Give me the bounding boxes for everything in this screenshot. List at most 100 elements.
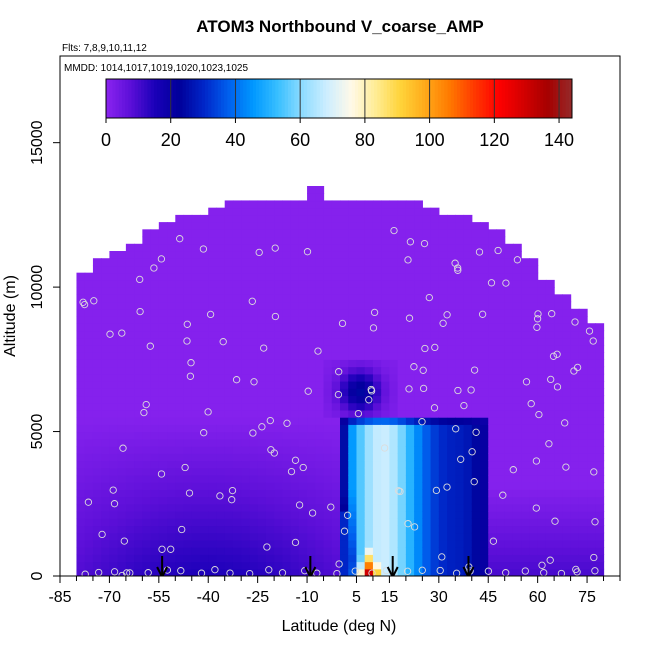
heatmap-cell <box>125 482 135 490</box>
heatmap-cell <box>76 373 86 382</box>
heatmap-cell <box>455 272 465 281</box>
colorbar-swatch <box>204 79 209 118</box>
heatmap-cell <box>274 214 283 223</box>
heatmap-cell <box>430 251 440 259</box>
heatmap-cell <box>372 366 382 375</box>
colorbar-tick-label: 40 <box>225 130 245 150</box>
sample-point <box>178 525 186 534</box>
heatmap-cell <box>158 251 168 259</box>
heatmap-cell <box>430 402 440 411</box>
heatmap-cell <box>562 330 572 339</box>
heatmap-cell <box>200 395 209 404</box>
heatmap-cell <box>290 417 300 425</box>
sample-point <box>509 466 517 474</box>
heatmap-cell <box>216 518 226 527</box>
heatmap-cell <box>496 417 506 425</box>
heatmap-cell <box>224 207 234 216</box>
heatmap-cell <box>298 316 308 324</box>
heatmap-cell <box>183 294 193 303</box>
heatmap-cell <box>265 496 275 505</box>
profile-arrow <box>304 556 317 576</box>
heatmap-cell <box>191 265 201 274</box>
heatmap-cell <box>570 446 580 454</box>
sample-point <box>186 372 195 380</box>
sample-point <box>142 400 150 409</box>
heatmap-cell <box>125 381 135 389</box>
heatmap-cell <box>405 222 415 230</box>
heatmap-cell <box>570 352 580 360</box>
heatmap-cell <box>142 359 152 368</box>
heatmap-cell <box>414 568 423 576</box>
heatmap-cell <box>290 366 300 375</box>
heatmap-cell <box>356 568 366 576</box>
heatmap-cell <box>142 518 152 527</box>
heatmap-cell <box>372 258 382 267</box>
heatmap-cell <box>241 344 251 353</box>
heatmap-cell <box>150 453 160 462</box>
heatmap-cell <box>364 316 374 324</box>
heatmap-cell <box>249 424 259 433</box>
sample-point <box>394 487 403 495</box>
heatmap-cell <box>117 251 127 259</box>
heatmap-cell <box>224 323 234 332</box>
heatmap-cell <box>241 229 251 238</box>
heatmap-cell <box>257 316 267 324</box>
heatmap-cell <box>397 438 407 447</box>
colorbar-swatch <box>300 79 305 118</box>
chart-title: ATOM3 Northbound V_coarse_AMP <box>196 17 483 36</box>
heatmap-cell <box>422 251 432 259</box>
heatmap-cell <box>101 323 111 332</box>
heatmap-cell <box>570 547 580 555</box>
heatmap-cell <box>438 554 448 563</box>
heatmap-cell <box>232 214 242 223</box>
heatmap-cell <box>200 511 209 519</box>
heatmap-cell <box>348 236 358 245</box>
sample-point <box>538 561 546 569</box>
heatmap-cell <box>191 539 201 548</box>
heatmap-cell <box>397 511 407 519</box>
heatmap-cell <box>455 265 465 274</box>
heatmap-cell <box>92 330 102 339</box>
heatmap-cell <box>372 431 382 440</box>
heatmap-cell <box>175 366 185 375</box>
heatmap-cell <box>150 236 160 245</box>
heatmap-cell <box>372 395 382 404</box>
heatmap-cell <box>249 222 259 230</box>
heatmap-cell <box>381 532 391 541</box>
heatmap-cell <box>414 308 423 317</box>
heatmap-cell <box>405 525 415 534</box>
heatmap-cell <box>134 279 143 288</box>
heatmap-cell <box>381 214 391 223</box>
heatmap-cell <box>76 409 86 418</box>
heatmap-cell <box>249 272 259 281</box>
heatmap-cell <box>265 525 275 534</box>
heatmap-cell <box>340 258 349 267</box>
heatmap-cell <box>92 258 102 267</box>
heatmap-cell <box>496 323 506 332</box>
heatmap-cell <box>142 467 152 476</box>
heatmap-cell <box>76 547 86 555</box>
heatmap-cell <box>504 258 514 267</box>
heatmap-cell <box>282 308 292 317</box>
heatmap-cell <box>397 503 407 512</box>
heatmap-cell <box>134 467 143 476</box>
sample-point <box>340 527 349 535</box>
heatmap-cell <box>158 489 168 498</box>
heatmap-cell <box>191 222 201 230</box>
heatmap-cell <box>480 568 489 576</box>
heatmap-cell <box>142 525 152 534</box>
heatmap-cell <box>249 352 259 360</box>
heatmap-cell <box>521 388 531 397</box>
heatmap-cell <box>381 251 391 259</box>
heatmap-cell <box>191 503 201 512</box>
heatmap-cell <box>504 381 514 389</box>
heatmap-cell <box>158 417 168 425</box>
heatmap-cell <box>414 279 423 288</box>
heatmap-cell <box>463 409 473 418</box>
heatmap-cell <box>274 279 283 288</box>
heatmap-cell <box>298 467 308 476</box>
heatmap-cell <box>167 511 176 519</box>
heatmap-cell <box>595 344 605 353</box>
heatmap-cell <box>422 568 432 576</box>
heatmap-cell <box>438 214 448 223</box>
